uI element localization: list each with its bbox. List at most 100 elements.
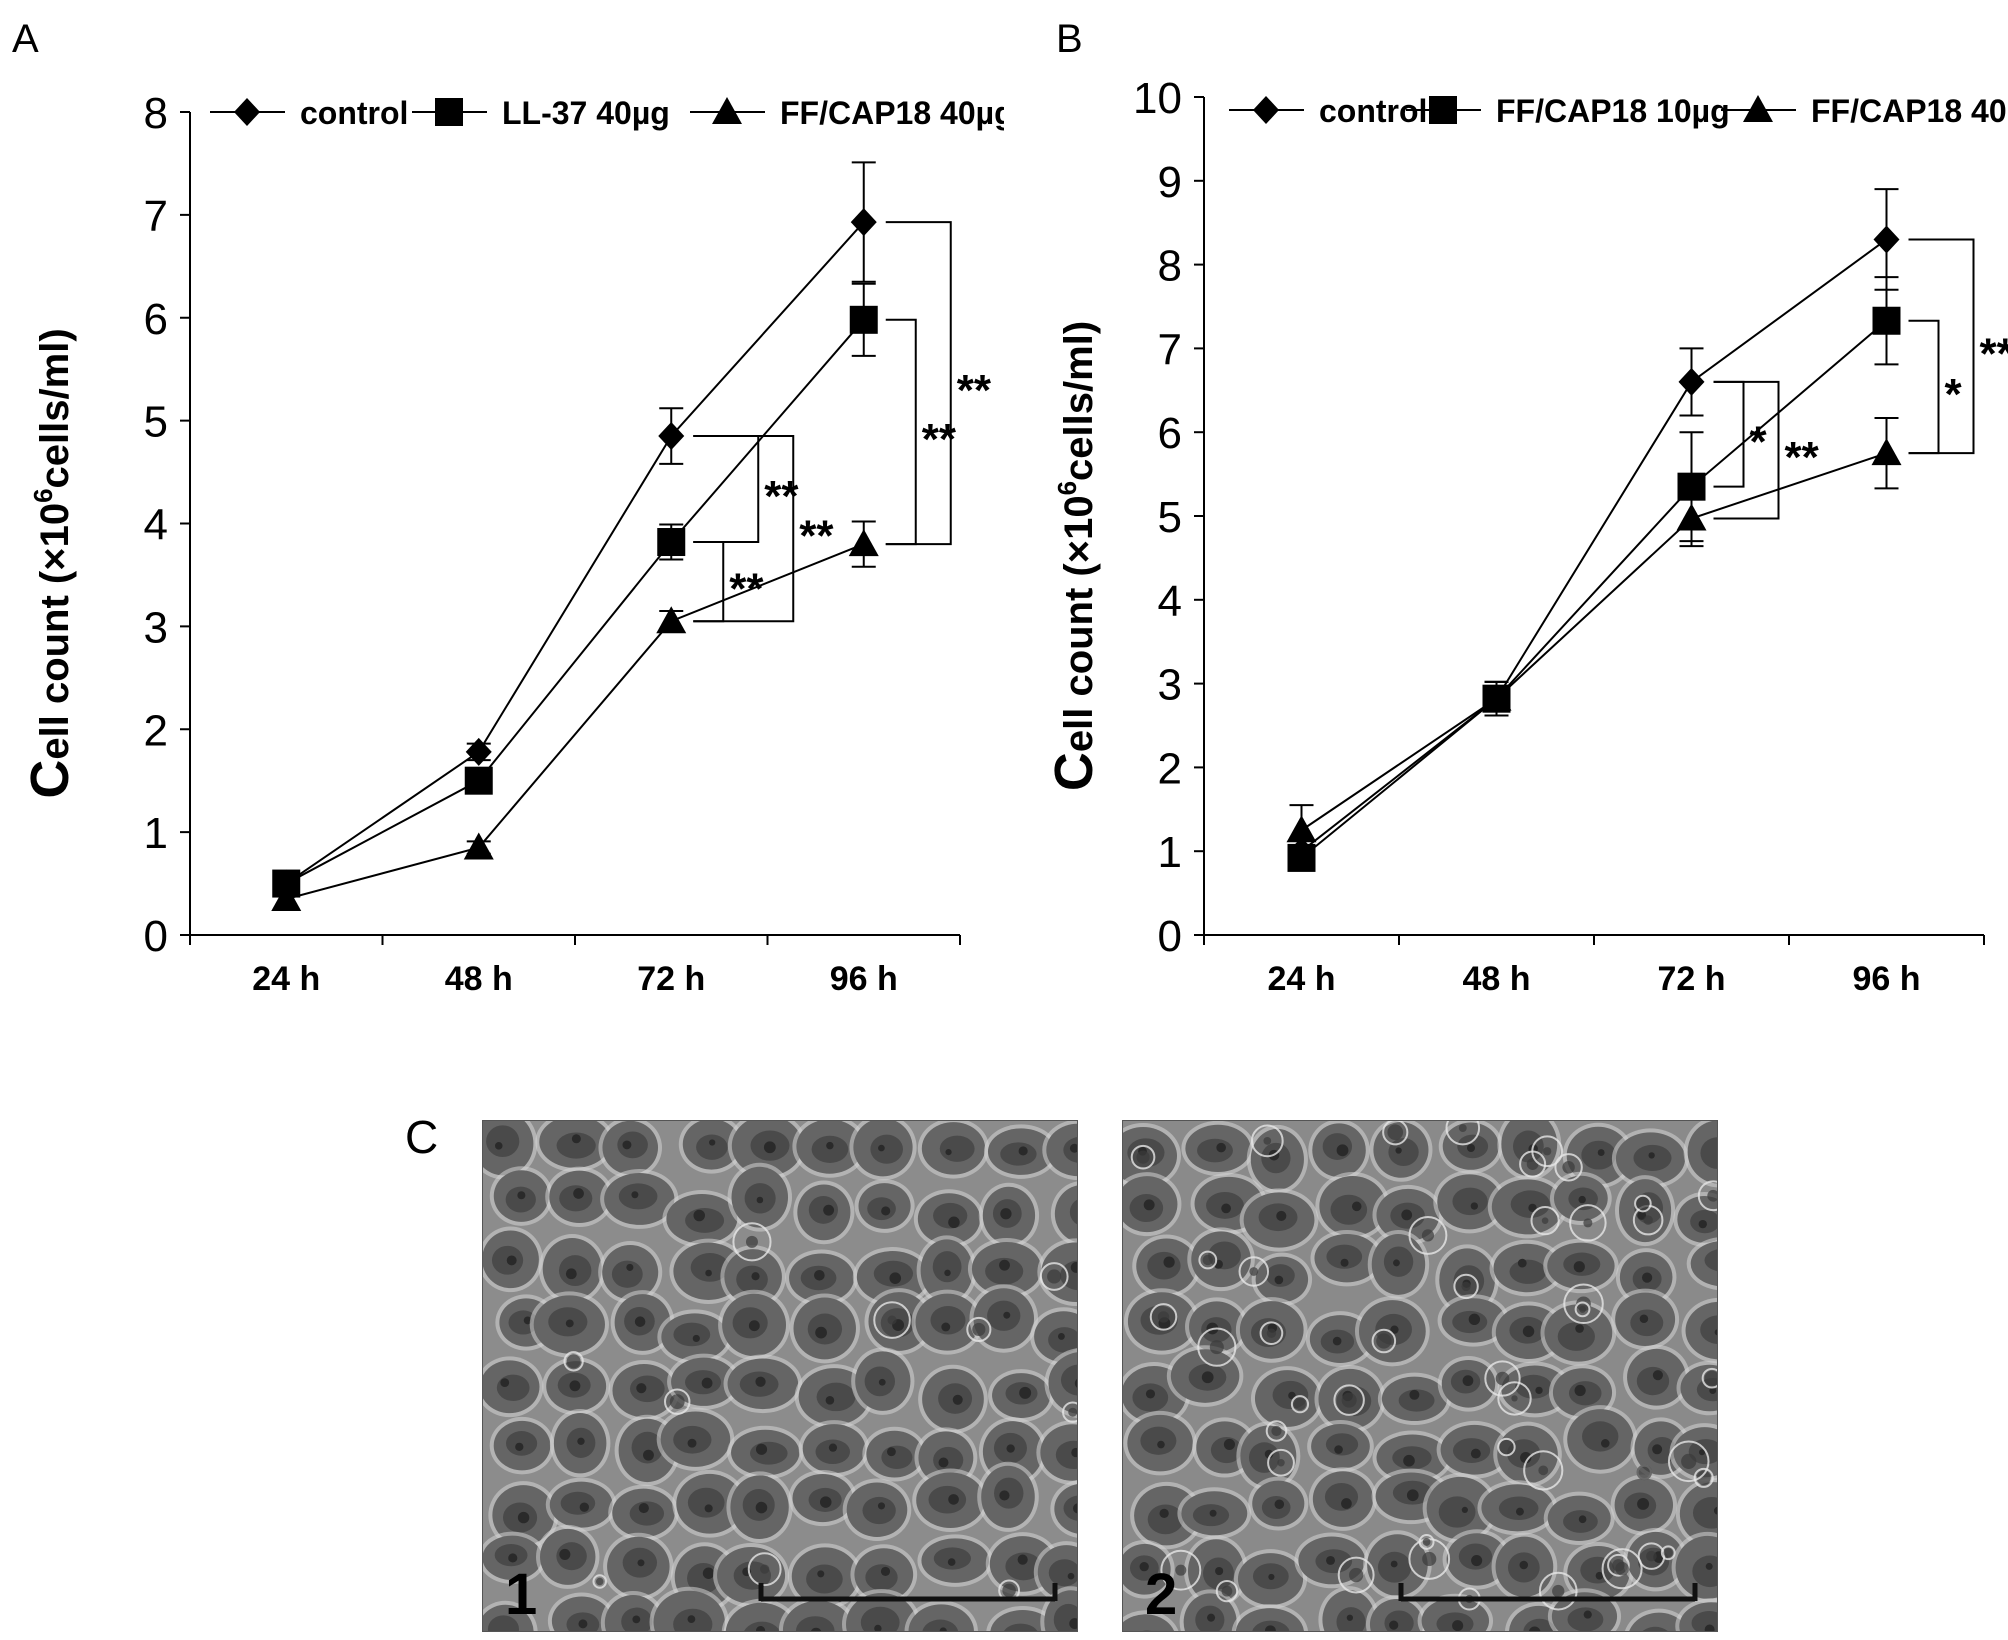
panel-c: C 1 2 [0,1080,2008,1640]
series-line [285,543,865,900]
y-tick-label: 0 [1158,912,1182,961]
micrograph-2-image [1123,1121,1717,1631]
legend-marker-square [1429,96,1457,124]
significance-bracket [1713,380,1745,488]
series-line [1300,238,1888,852]
micrograph-2-label: 2 [1145,1562,1178,1627]
significance-label: ** [1785,433,1820,482]
significance-bracket [1908,319,1940,455]
data-point-diamond [850,208,877,237]
significance-bracket [885,221,952,546]
y-axis-label: Cell count (×106cells/ml) [1044,321,1104,791]
data-point-triangle [1676,503,1707,531]
data-point-triangle [463,832,494,860]
legend-marker-diamond [234,98,260,126]
data-point-square [657,528,686,557]
y-axis-label: Cell count (×106cells/ml) [20,328,80,798]
series-line [1300,319,1888,859]
data-point-triangle [1871,438,1902,466]
panel-label-b: B [1056,17,1083,61]
legend-item-triangle: FF/CAP18 40µg [1721,93,2008,129]
significance-bracket [693,541,725,623]
x-tick-label: 24 h [252,960,320,998]
legend-marker-triangle [712,97,742,124]
data-point-square [849,305,878,334]
significance-label: ** [1980,329,2008,378]
x-tick-label: 72 h [1657,960,1725,998]
series-square [272,282,878,898]
micrograph-1-image [483,1121,1077,1631]
y-tick-label: 0 [144,912,168,961]
legend-label: FF/CAP18 10µg [1496,93,1730,129]
x-tick-label: 24 h [1267,960,1335,998]
axes: 0 1 2 3 4 5 6 7 8 24 h 48 h 72 h 96 h [144,89,961,998]
significance-label: * [1945,370,1963,419]
y-tick-label: 10 [1133,74,1182,123]
data-point-diamond [465,737,492,766]
series-diamond [273,161,877,898]
series-triangle [1286,416,1902,857]
chart-a: A 0 1 2 3 4 5 6 7 8 24 h 48 h 72 h 96 h Cell count (×… [12,17,1004,998]
y-tick-label: 2 [144,706,168,755]
data-point-square [464,766,493,795]
y-tick-label: 3 [144,603,168,652]
data-point-diamond [658,422,685,451]
y-tick-label: 8 [1158,242,1182,291]
series-line [285,319,865,885]
data-point-triangle [1286,815,1317,843]
legend-item-diamond: control [1229,93,1427,129]
x-tick-label: 48 h [1462,960,1530,998]
significance-bracket [1713,380,1780,520]
y-tick-label: 6 [1158,409,1182,458]
y-tick-label: 5 [144,398,168,447]
panel-label-c: C [405,1111,439,1163]
significance-label: ** [799,512,834,561]
x-tick-label: 96 h [830,960,898,998]
y-tick-label: 4 [144,501,168,550]
micrograph-1-label: 1 [505,1562,538,1627]
legend-marker-diamond [1253,96,1279,124]
legend-label: FF/CAP18 40µg [1811,93,2008,129]
series-square [1287,276,1901,872]
series-line [1300,452,1887,832]
data-point-triangle [848,529,879,557]
significance-label: * [1750,417,1768,466]
legend-label: FF/CAP18 40µg [780,95,1004,131]
series-diamond [1288,188,1900,866]
legend-label: LL-37 40µg [502,95,670,131]
micrograph-1: 1 [482,1120,1078,1632]
y-tick-label: 1 [1158,828,1182,877]
y-tick-label: 7 [144,192,168,241]
significance-bracket [693,435,795,623]
significance-bracket [1908,238,1975,455]
legend-item-square: LL-37 40µg [412,95,670,131]
y-tick-label: 4 [1158,577,1182,626]
x-tick-label: 48 h [445,960,513,998]
data-point-triangle [656,606,687,634]
series-triangle [271,520,879,911]
x-tick-label: 96 h [1852,960,1920,998]
chart-b: B 0 1 2 3 4 5 6 7 8 9 10 24 h 48 h 72 h 96 h Cell count… [1044,17,2008,998]
data-point-square [1872,306,1901,335]
panel-label-a: A [12,17,39,61]
y-tick-label: 1 [144,809,168,858]
y-tick-label: 2 [1158,744,1182,793]
data-point-triangle [271,883,302,911]
significance-label: ** [729,565,764,614]
significance-label: ** [957,366,992,415]
significance-brackets: ********** [693,221,992,623]
data-point-diamond [1873,225,1900,254]
legend-marker-triangle [1743,95,1773,122]
x-tick-label: 72 h [637,960,705,998]
data-point-diamond [1678,367,1705,396]
legend-item-square: FF/CAP18 10µg [1406,93,1730,129]
micrograph-2: 2 [1122,1120,1718,1632]
y-tick-label: 5 [1158,493,1182,542]
axes: 0 1 2 3 4 5 6 7 8 9 10 24 h 48 h 72 h 96 h [1133,74,1985,998]
y-tick-label: 3 [1158,661,1182,710]
y-tick-label: 9 [1158,158,1182,207]
significance-bracket [885,318,917,546]
legend: control FF/CAP18 10µg FF/CAP18 40µg [1229,93,2008,129]
legend-marker-square [435,98,463,126]
y-tick-label: 8 [144,89,168,138]
